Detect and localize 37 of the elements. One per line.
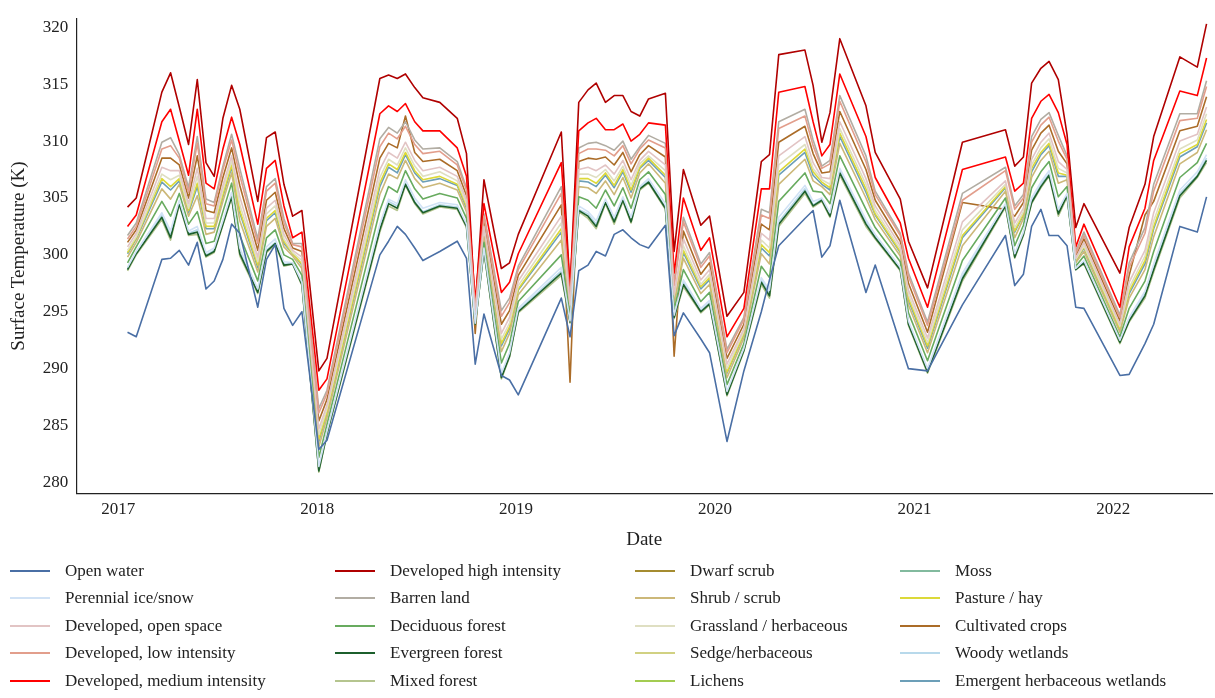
legend-label: Perennial ice/snow	[65, 588, 194, 609]
legend-label: Cultivated crops	[955, 615, 1067, 636]
y-tick-label: 305	[42, 187, 69, 207]
legend-label: Deciduous forest	[390, 615, 506, 636]
y-tick-label: 290	[42, 358, 69, 378]
legend-label: Lichens	[690, 670, 744, 691]
legend-label: Shrub / scrub	[690, 588, 781, 609]
legend-label: Developed, low intensity	[65, 643, 236, 664]
y-tick-label: 315	[42, 73, 69, 93]
y-tick-label: 310	[42, 130, 69, 150]
legend-label: Developed, medium intensity	[65, 670, 266, 691]
legend-label: Dwarf scrub	[690, 560, 775, 581]
legend-label: Open water	[65, 560, 144, 581]
x-tick-label: 2021	[897, 499, 932, 519]
legend-label: Developed, open space	[65, 615, 223, 636]
y-tick-label: 295	[42, 301, 69, 321]
legend-label: Mixed forest	[390, 670, 478, 691]
legend-label: Emergent herbaceous wetlands	[955, 670, 1167, 691]
x-tick-label: 2018	[300, 499, 335, 519]
legend-label: Barren land	[390, 588, 470, 609]
x-tick-label: 2019	[499, 499, 534, 519]
legend-label: Woody wetlands	[955, 643, 1069, 664]
legend-label: Evergreen forest	[390, 643, 503, 664]
y-axis-title: Surface Temperature (K)	[7, 161, 30, 351]
legend-label: Pasture / hay	[955, 588, 1043, 609]
legend-label: Moss	[955, 560, 992, 581]
y-tick-label: 280	[42, 471, 69, 491]
x-axis-title: Date	[626, 527, 663, 549]
x-tick-label: 2022	[1096, 499, 1131, 519]
x-tick-label: 2020	[697, 499, 732, 519]
y-tick-label: 300	[42, 244, 69, 264]
legend-label: Sedge/herbaceous	[690, 643, 813, 664]
y-tick-label: 285	[42, 415, 69, 434]
x-tick-label: 2017	[101, 499, 136, 519]
legend-label: Grassland / herbaceous	[690, 615, 848, 636]
y-tick-label: 320	[42, 16, 69, 36]
legend-label: Developed high intensity	[390, 560, 561, 581]
